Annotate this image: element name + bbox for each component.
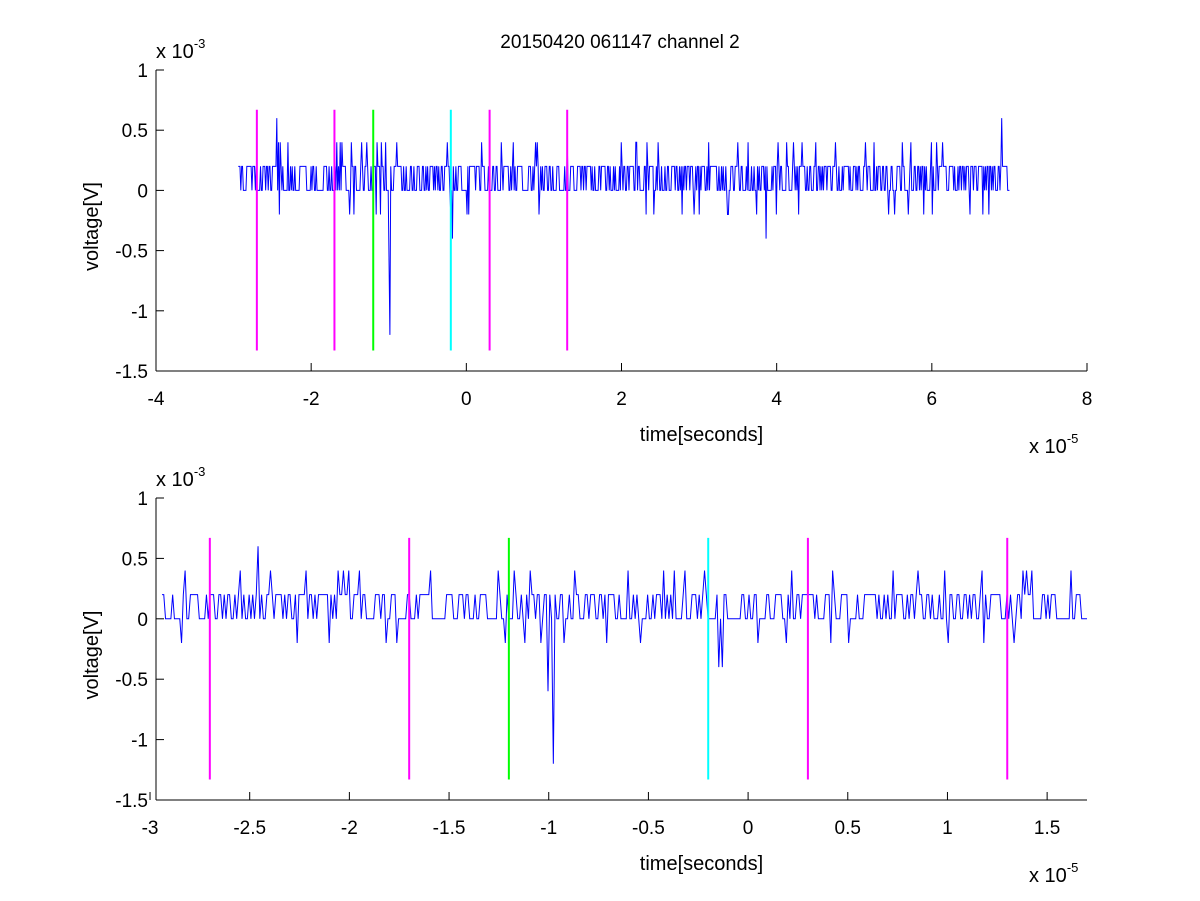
x-tick-label: -1.5 bbox=[433, 818, 466, 839]
y-tick-label: -0.5 bbox=[115, 670, 148, 691]
x-exponent-label: x 10-5 bbox=[1029, 860, 1078, 887]
y-exponent-label: x 10-3 bbox=[156, 36, 205, 63]
x-tick-label: 0 bbox=[743, 818, 754, 839]
x-tick-label: 2 bbox=[616, 389, 627, 410]
x-tick-label: 8 bbox=[1082, 389, 1093, 410]
x-tick-label: 1.5 bbox=[1034, 818, 1060, 839]
x-tick-label: 0.5 bbox=[835, 818, 861, 839]
y-tick-label: -1.5 bbox=[115, 362, 148, 383]
x-tick-label: 6 bbox=[927, 389, 938, 410]
x-tick-label: -3 bbox=[142, 818, 159, 839]
y-tick-label: -1.5 bbox=[115, 791, 148, 812]
y-axis-label: voltage[V] bbox=[81, 182, 103, 271]
x-tick-label: -2 bbox=[303, 389, 320, 410]
x-tick-label: -1 bbox=[540, 818, 557, 839]
x-axis-label: time[seconds] bbox=[640, 424, 763, 446]
x-tick-label: -2.5 bbox=[233, 818, 266, 839]
y-exponent-label: x 10-3 bbox=[156, 464, 205, 491]
x-tick-label: 4 bbox=[771, 389, 782, 410]
y-axis-label: voltage[V] bbox=[81, 611, 103, 700]
top-plot: -4 -2 0 2 4 6 8 -1.5 -1 -0.5 0 0.5 1 time[seconds] vol… bbox=[81, 36, 1092, 458]
y-tick-label: 0 bbox=[137, 610, 148, 631]
voltage-trace bbox=[161, 546, 1087, 764]
y-tick-label: 0.5 bbox=[122, 121, 148, 142]
bottom-plot: -3 -2.5 -2 -1.5 -1 -0.5 0 0.5 1 1.5 -1.5 -1 -0.5 0 0.5… bbox=[81, 464, 1087, 887]
y-tick-label: -1 bbox=[131, 731, 148, 752]
figure-title: 20150420 061147 channel 2 bbox=[500, 32, 740, 53]
y-tick-label: 0 bbox=[137, 181, 148, 202]
x-axis-label: time[seconds] bbox=[640, 853, 763, 875]
y-tick-label: -1 bbox=[131, 302, 148, 323]
x-tick-label: -4 bbox=[148, 389, 165, 410]
y-tick-label: 1 bbox=[137, 489, 148, 510]
x-tick-label: -2 bbox=[341, 818, 358, 839]
x-tick-label: 1 bbox=[942, 818, 953, 839]
x-tick-label: 0 bbox=[461, 389, 472, 410]
y-tick-label: 1 bbox=[137, 61, 148, 82]
y-tick-label: -0.5 bbox=[115, 242, 148, 263]
y-tick-label: 0.5 bbox=[122, 549, 148, 570]
voltage-trace bbox=[238, 118, 1010, 335]
x-exponent-label: x 10-5 bbox=[1029, 431, 1078, 458]
x-tick-label: -0.5 bbox=[632, 818, 665, 839]
